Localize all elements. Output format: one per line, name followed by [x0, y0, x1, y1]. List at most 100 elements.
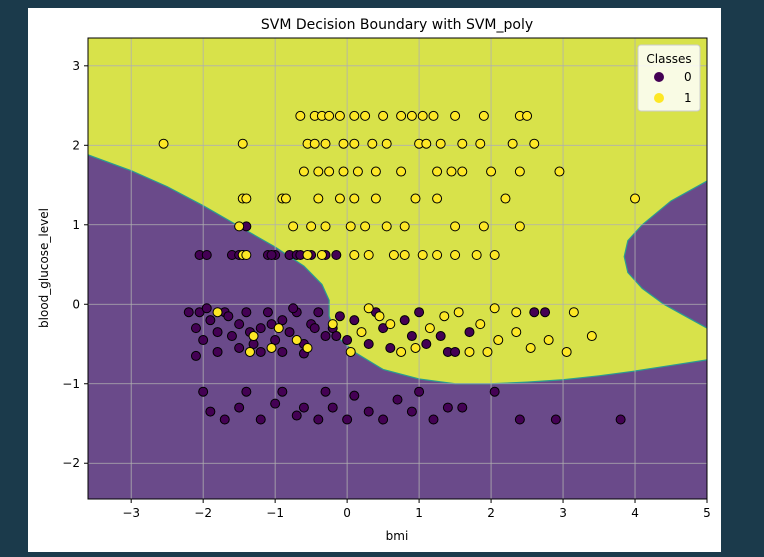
- data-point-class-1: [450, 110, 461, 121]
- data-point-class-1: [273, 323, 284, 334]
- data-point-class-1: [288, 221, 299, 232]
- data-point-class-1: [489, 249, 500, 260]
- data-point-class-1: [334, 110, 345, 121]
- x-axis-label: bmi: [386, 529, 409, 543]
- data-point-class-1: [334, 193, 345, 204]
- data-point-class-0: [266, 249, 277, 260]
- data-point-class-1: [457, 166, 468, 177]
- data-point-class-1: [453, 307, 464, 318]
- data-point-class-0: [514, 414, 525, 425]
- data-point-class-1: [511, 307, 522, 318]
- data-point-class-1: [428, 110, 439, 121]
- data-point-class-1: [435, 138, 446, 149]
- data-point-class-1: [363, 249, 374, 260]
- x-tick-label: 5: [703, 506, 711, 520]
- data-point-class-1: [475, 319, 486, 330]
- x-tick-label: 3: [559, 506, 567, 520]
- data-point-class-1: [475, 138, 486, 149]
- region-class-1: [88, 38, 707, 384]
- data-point-class-0: [342, 414, 353, 425]
- data-point-class-1: [356, 327, 367, 338]
- data-point-class-1: [396, 110, 407, 121]
- data-point-class-1: [241, 193, 252, 204]
- data-point-class-0: [349, 315, 360, 326]
- data-point-class-0: [262, 307, 273, 318]
- data-point-class-0: [378, 414, 389, 425]
- x-tick-label: 2: [487, 506, 495, 520]
- y-tick-label: 1: [72, 218, 80, 232]
- data-point-class-0: [406, 331, 417, 342]
- data-point-class-0: [205, 406, 216, 417]
- data-point-class-0: [363, 339, 374, 350]
- chart-svg: SVM Decision Boundary with SVM_poly −3 −2…: [37, 17, 711, 543]
- data-point-class-1: [324, 166, 335, 177]
- y-axis-ticks: −2 −1 0 1 2 3: [62, 59, 88, 470]
- data-point-class-0: [385, 342, 396, 353]
- data-point-class-0: [489, 386, 500, 397]
- data-point-class-0: [234, 342, 245, 353]
- chart-title: SVM Decision Boundary with SVM_poly: [261, 17, 533, 33]
- x-tick-label: −2: [194, 506, 212, 520]
- data-point-class-1: [417, 249, 428, 260]
- data-point-class-0: [435, 331, 446, 342]
- data-point-class-1: [421, 138, 432, 149]
- data-point-class-1: [295, 110, 306, 121]
- data-point-class-0: [234, 402, 245, 413]
- data-point-class-0: [392, 394, 403, 405]
- data-point-class-0: [421, 339, 432, 350]
- data-point-class-0: [288, 303, 299, 314]
- data-point-class-1: [385, 319, 396, 330]
- decision-regions: [88, 38, 707, 499]
- data-point-class-1: [561, 346, 572, 357]
- data-point-class-0: [270, 398, 281, 409]
- data-point-class-0: [201, 249, 212, 260]
- data-point-class-1: [478, 221, 489, 232]
- data-point-class-1: [327, 319, 338, 330]
- y-tick-label: −1: [62, 377, 80, 391]
- data-point-class-0: [219, 414, 230, 425]
- data-point-class-1: [370, 193, 381, 204]
- data-point-class-1: [410, 342, 421, 353]
- data-point-class-1: [478, 110, 489, 121]
- data-point-class-0: [399, 315, 410, 326]
- data-point-class-0: [529, 307, 540, 318]
- legend-label-class-0: 0: [684, 70, 692, 84]
- data-point-class-1: [630, 193, 641, 204]
- data-point-class-1: [302, 342, 313, 353]
- data-point-class-0: [550, 414, 561, 425]
- data-point-class-1: [399, 249, 410, 260]
- y-tick-label: −2: [62, 456, 80, 470]
- data-point-class-0: [442, 402, 453, 413]
- y-axis-label: blood_glucose_level: [37, 208, 51, 328]
- data-point-class-0: [212, 327, 223, 338]
- data-point-class-0: [241, 386, 252, 397]
- data-point-class-0: [320, 386, 331, 397]
- data-point-class-1: [432, 166, 443, 177]
- data-point-class-0: [342, 335, 353, 346]
- data-point-class-0: [320, 331, 331, 342]
- data-point-class-0: [406, 406, 417, 417]
- data-point-class-0: [277, 346, 288, 357]
- data-point-class-1: [360, 221, 371, 232]
- data-point-class-1: [432, 193, 443, 204]
- data-point-class-1: [493, 335, 504, 346]
- data-point-class-0: [349, 390, 360, 401]
- data-point-class-1: [306, 221, 317, 232]
- y-tick-label: 0: [72, 297, 80, 311]
- data-point-class-1: [367, 138, 378, 149]
- legend-box: [637, 44, 701, 112]
- data-point-class-1: [320, 221, 331, 232]
- data-point-class-1: [313, 193, 324, 204]
- x-tick-label: 0: [343, 506, 351, 520]
- data-point-class-1: [266, 342, 277, 353]
- data-point-class-1: [212, 307, 223, 318]
- x-tick-label: −3: [122, 506, 140, 520]
- data-point-class-1: [241, 249, 252, 260]
- data-point-class-1: [471, 249, 482, 260]
- data-point-class-0: [414, 386, 425, 397]
- data-point-class-0: [313, 414, 324, 425]
- data-point-class-0: [255, 346, 266, 357]
- data-point-class-0: [313, 307, 324, 318]
- data-point-class-1: [482, 346, 493, 357]
- data-point-class-1: [352, 166, 363, 177]
